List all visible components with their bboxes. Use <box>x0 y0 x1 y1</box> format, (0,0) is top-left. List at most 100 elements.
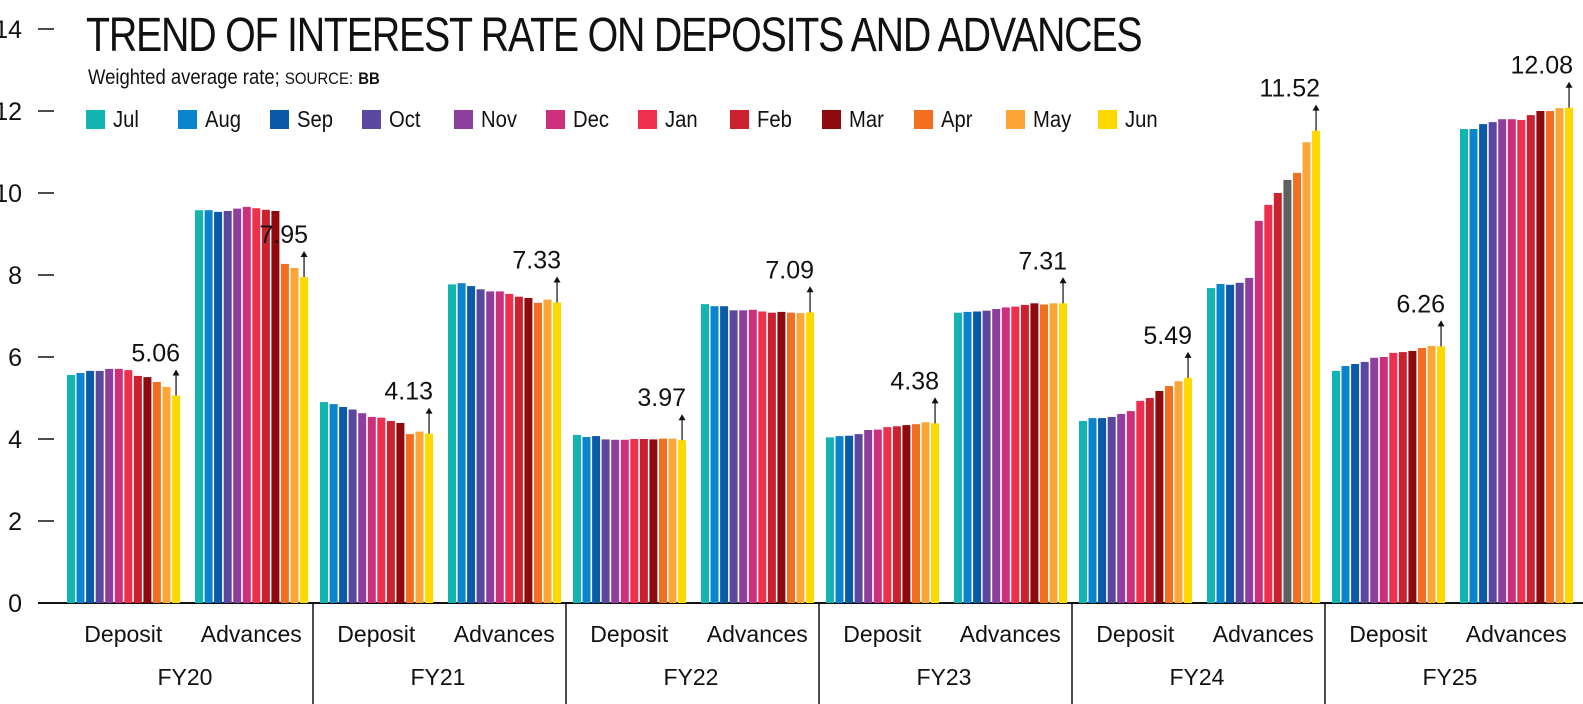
bar-fy22-advances-sep <box>720 306 729 603</box>
legend-item-sep: Sep <box>270 106 343 133</box>
source-label: SOURCE: <box>284 69 354 88</box>
annotation-arrow-head <box>1059 277 1067 284</box>
legend-swatch <box>270 110 289 129</box>
bar-fy20-advances-dec <box>242 206 251 603</box>
x-category-label: Deposit <box>1349 621 1428 647</box>
x-category-label: Deposit <box>1096 621 1175 647</box>
x-category-label: Deposit <box>590 621 669 647</box>
bar-fy24-deposit-nov <box>1117 414 1126 603</box>
data-label: 7.33 <box>512 246 561 274</box>
y-tick-label: 4 <box>8 426 22 454</box>
legend-label: Jul <box>113 106 139 132</box>
bar-fy25-advances-apr <box>1546 111 1554 603</box>
bar-fy23-deposit-nov <box>864 430 873 603</box>
bar-fy20-deposit-may <box>162 386 171 603</box>
bar-fy22-deposit-nov <box>611 439 620 603</box>
bar-fy24-advances-jul <box>1207 288 1215 603</box>
bar-fy20-deposit-aug <box>76 373 85 603</box>
bar-fy25-deposit-nov <box>1370 357 1379 603</box>
legend-label: Feb <box>757 106 792 132</box>
bar-fy22-deposit-sep <box>592 436 601 603</box>
legend-swatch <box>730 110 749 129</box>
bar-fy24-advances-aug <box>1216 284 1225 603</box>
bar-fy23-deposit-may <box>921 422 930 603</box>
bar-fy25-deposit-feb <box>1398 352 1407 603</box>
legend-label: Sep <box>297 106 334 132</box>
annotation-arrow-head <box>931 397 939 404</box>
bar-fy22-deposit-jun <box>678 440 686 603</box>
bar-fy25-advances-dec <box>1507 119 1516 603</box>
bar-fy22-deposit-aug <box>582 437 591 603</box>
data-label: 5.49 <box>1143 322 1192 350</box>
bar-fy24-advances-nov <box>1245 277 1254 603</box>
bar-fy20-deposit-mar <box>143 377 152 603</box>
legend-label: Jun <box>1125 106 1158 132</box>
data-label: 3.97 <box>637 384 686 412</box>
bar-fy20-deposit-nov <box>105 368 114 603</box>
legend-swatch <box>362 110 381 129</box>
bar-fy23-deposit-mar <box>902 425 911 603</box>
bar-fy23-advances-sep <box>973 311 982 603</box>
bar-fy24-deposit-oct <box>1107 416 1116 603</box>
data-label: 4.13 <box>384 378 433 406</box>
bar-fy24-advances-apr <box>1293 172 1301 603</box>
bar-fy21-advances-oct <box>476 289 485 603</box>
bar-fy24-advances-dec <box>1254 220 1263 603</box>
bar-fy20-deposit-jan <box>124 370 133 603</box>
bar-fy20-advances-jan <box>252 208 261 603</box>
bar-fy25-deposit-may <box>1427 345 1436 603</box>
bar-fy21-deposit-jul <box>320 402 328 603</box>
bar-fy23-deposit-jan <box>883 427 892 603</box>
bar-fy22-deposit-mar <box>649 439 658 603</box>
x-group-label: FY25 <box>1423 664 1478 690</box>
bar-fy20-deposit-sep <box>86 370 95 603</box>
legend-swatch <box>914 110 933 129</box>
legend-swatch <box>638 110 657 129</box>
legend-label: Oct <box>389 106 421 132</box>
bar-fy21-deposit-apr <box>405 434 414 603</box>
bar-fy21-deposit-jan <box>377 417 386 603</box>
bar-fy24-deposit-mar <box>1155 391 1164 603</box>
bar-fy22-advances-mar <box>777 311 786 603</box>
bar-fy23-advances-jan <box>1011 306 1020 603</box>
bar-fy25-deposit-jan <box>1389 352 1398 603</box>
bar-fy24-advances-oct <box>1235 282 1244 603</box>
bar-fy25-advances-jun <box>1565 107 1573 603</box>
bar-fy20-deposit-oct <box>95 370 104 603</box>
bar-fy24-advances-jan <box>1264 204 1273 603</box>
bar-fy23-advances-jun <box>1059 303 1067 603</box>
bar-fy24-deposit-dec <box>1126 411 1135 603</box>
bar-fy22-advances-apr <box>787 312 795 603</box>
bar-fy23-deposit-feb <box>892 426 901 603</box>
bar-fy25-advances-nov <box>1498 119 1507 603</box>
legend-item-jul: Jul <box>86 106 159 133</box>
y-tick-label: 0 <box>8 590 22 618</box>
chart-title: TREND OF INTEREST RATE ON DEPOSITS AND A… <box>86 9 1143 62</box>
y-tick-label: 14 <box>0 16 22 44</box>
bar-fy21-advances-apr <box>534 302 542 603</box>
annotation-arrow-head <box>1565 81 1573 88</box>
x-category-label: Advances <box>1213 621 1314 647</box>
bar-fy24-deposit-jan <box>1136 400 1145 603</box>
bar-fy23-deposit-apr <box>912 424 920 603</box>
annotation-arrow-head <box>1184 351 1192 358</box>
bar-fy22-deposit-jan <box>630 439 639 603</box>
legend-label: Dec <box>573 106 609 132</box>
y-tick-label: 12 <box>0 98 22 126</box>
bar-fy20-advances-feb <box>261 209 270 604</box>
annotation-arrow-head <box>1312 104 1320 111</box>
x-category-label: Advances <box>454 621 555 647</box>
bar-fy20-deposit-jul <box>67 375 75 603</box>
data-label: 5.06 <box>131 340 180 368</box>
bar-fy20-advances-apr <box>280 263 289 603</box>
bar-fy25-advances-jan <box>1517 120 1526 603</box>
x-category-label: Deposit <box>843 621 922 647</box>
bar-fy25-deposit-jul <box>1332 370 1340 603</box>
bar-fy23-deposit-jul <box>826 437 834 603</box>
subtitle-text: Weighted average rate; <box>88 66 280 89</box>
x-category-label: Deposit <box>84 621 163 647</box>
x-group-label: FY22 <box>664 664 719 690</box>
bar-fy22-advances-dec <box>748 309 757 603</box>
annotation-arrow-head <box>172 369 180 376</box>
